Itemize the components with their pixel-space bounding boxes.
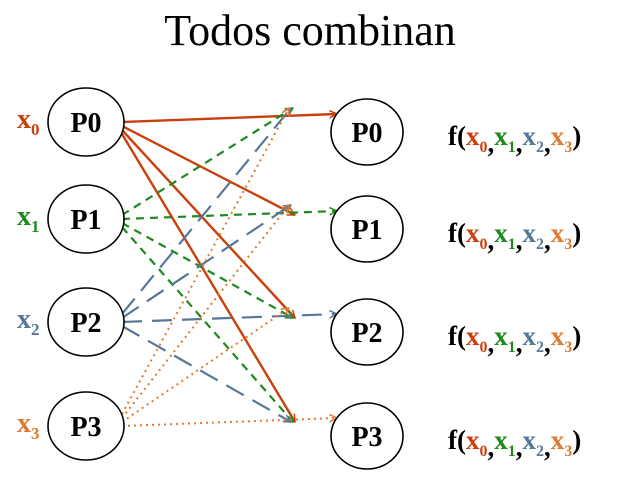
edge-p0-to-p2 [121, 129, 295, 318]
target-node-label: P1 [351, 215, 382, 246]
result-formula: f(x0,x1,x2,x3) [448, 121, 581, 158]
result-formula: f(x0,x1,x2,x3) [448, 321, 581, 358]
edge-p0-to-p1 [121, 124, 295, 217]
source-node-label: P3 [70, 412, 101, 443]
edge-p2-to-p3 [121, 325, 291, 423]
source-node-label: P1 [70, 205, 101, 236]
edge-p0-to-p3 [120, 133, 297, 422]
result-formula: f(x0,x1,x2,x3) [448, 425, 581, 462]
edge-p1-to-p0 [121, 107, 293, 216]
target-node-p3: P3 [330, 402, 404, 470]
edge-p3-to-p0 [121, 108, 290, 415]
result-formula: f(x0,x1,x2,x3) [448, 218, 581, 255]
source-node-p1: P1 [47, 184, 125, 254]
source-nodes: P0 P1 P2 P3 [47, 87, 125, 461]
edge-p2-to-p2 [121, 314, 337, 324]
target-node-label: P3 [351, 422, 382, 453]
edge-p3-to-p3 [121, 418, 337, 427]
input-label-x0: x0 [17, 104, 40, 139]
source-node-label: P0 [70, 108, 101, 139]
edge-p1-to-p2 [121, 222, 293, 319]
edge-p3-to-p2 [121, 308, 289, 423]
edge-p1-to-p1 [121, 211, 337, 221]
target-node-p0: P0 [330, 98, 404, 166]
edge-p2-to-p1 [121, 205, 291, 319]
target-node-label: P0 [351, 118, 382, 149]
result-formulas: f(x0,x1,x2,x3) f(x0,x1,x2,x3) f(x0,x1,x2,x… [448, 121, 581, 462]
source-node-p3: P3 [47, 391, 125, 461]
input-label-x1: x1 [17, 201, 40, 236]
input-label-x3: x3 [17, 408, 40, 443]
target-node-p2: P2 [330, 298, 404, 366]
edges-layer [120, 107, 337, 427]
edge-p2-to-p0 [121, 108, 291, 315]
target-node-p1: P1 [330, 195, 404, 263]
edge-p0-to-p0 [121, 114, 337, 124]
source-node-label: P2 [70, 308, 101, 339]
edge-p1-to-p3 [121, 226, 293, 422]
source-node-p0: P0 [47, 87, 125, 157]
target-node-label: P2 [351, 318, 382, 349]
page-title: Todos combinan [164, 6, 455, 55]
target-nodes: P0 P1 P2 P3 [330, 98, 404, 470]
input-label-x2: x2 [17, 304, 40, 339]
source-node-p2: P2 [47, 287, 125, 357]
input-labels: x0 x1 x2 x3 [17, 104, 40, 443]
